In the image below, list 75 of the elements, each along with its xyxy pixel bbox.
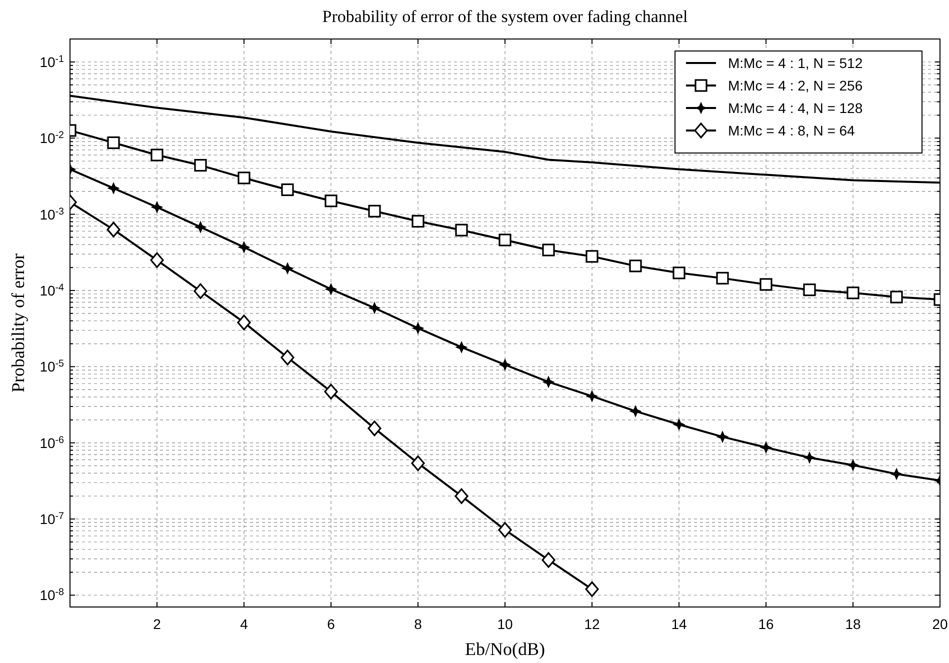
y-tick-label: 10$^{-4}$	[40, 282, 65, 298]
point	[368, 420, 382, 436]
y-tick-label: 10$^{-1}$	[40, 53, 64, 70]
point	[890, 290, 903, 304]
y-tick-label: 10$^{-3}$	[40, 206, 65, 222]
point	[630, 406, 641, 417]
x-axis-title: Eb/No(dB)	[465, 639, 545, 659]
x-tick-label: 8	[414, 616, 422, 632]
point	[542, 244, 555, 256]
legend-label: M:Mc = 4 : 4, N = 128	[728, 100, 863, 116]
point	[194, 283, 208, 299]
x-tick-label: 20	[932, 616, 948, 632]
point	[108, 182, 119, 194]
point	[106, 222, 120, 238]
point	[542, 552, 556, 568]
point	[498, 522, 512, 538]
point	[498, 234, 512, 246]
point	[760, 442, 772, 453]
x-tick-label: 14	[671, 616, 687, 632]
chart-title: Probability of error of the system over fading channel	[322, 7, 688, 26]
legend-label: M:Mc = 4 : 8, N = 64	[728, 122, 856, 138]
point	[150, 252, 164, 268]
point	[586, 390, 598, 402]
y-axis-title: Probability of error	[8, 254, 28, 392]
point	[672, 266, 686, 280]
y-tick-label: 10$^{-8}$	[40, 586, 65, 604]
legend-label: M:Mc = 4 : 1, N = 512	[728, 55, 863, 71]
point	[281, 183, 294, 196]
point	[803, 284, 816, 296]
point	[107, 136, 120, 150]
point	[455, 224, 468, 236]
point	[194, 158, 207, 172]
point	[412, 214, 424, 228]
x-tick-label: 2	[153, 616, 162, 632]
point	[280, 350, 294, 366]
point	[760, 278, 772, 291]
y-tick-label: 10$^{-5}$	[40, 358, 65, 375]
point	[586, 250, 598, 263]
point	[717, 431, 728, 442]
point	[150, 148, 164, 162]
x-tick-label: 16	[758, 616, 774, 632]
y-tick-label: 10$^{-2}$	[40, 130, 64, 146]
x-tick-label: 6	[327, 616, 336, 632]
x-tick-label: 4	[240, 616, 248, 632]
point	[891, 468, 902, 480]
point	[326, 284, 336, 295]
point	[412, 322, 424, 334]
point	[846, 286, 860, 300]
point	[500, 359, 510, 370]
x-tick-label: 18	[845, 616, 861, 632]
point	[282, 262, 293, 274]
point	[674, 419, 684, 430]
x-tick-label: 12	[584, 616, 600, 632]
point	[716, 272, 729, 284]
y-tick-label: 10$^{-7}$	[40, 510, 64, 528]
point	[454, 488, 468, 504]
point	[238, 172, 250, 184]
y-tick-label: 10$^{-6}$	[40, 434, 65, 451]
point	[585, 581, 599, 597]
point	[324, 194, 338, 208]
point	[456, 342, 467, 353]
point	[804, 452, 815, 464]
point	[411, 455, 425, 472]
point	[324, 384, 338, 400]
point	[237, 314, 251, 330]
legend-label: M:Mc = 4 : 2, N = 256	[728, 78, 863, 94]
point	[368, 204, 381, 218]
x-tick-label: 10	[497, 616, 513, 632]
point	[848, 460, 858, 471]
point	[195, 222, 206, 233]
point	[238, 242, 250, 253]
point	[629, 260, 642, 272]
point	[543, 376, 554, 388]
point	[369, 302, 380, 314]
point	[152, 202, 162, 213]
